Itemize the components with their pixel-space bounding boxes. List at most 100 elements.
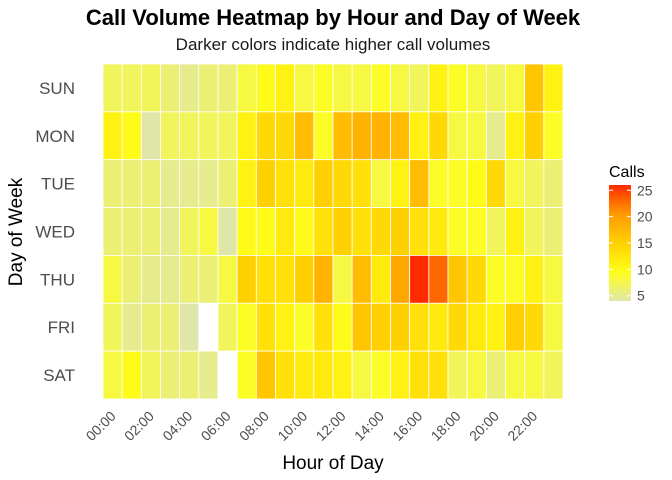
y-tick-label: FRI — [48, 318, 75, 337]
heatmap-cell — [466, 350, 487, 400]
heatmap-cell — [524, 111, 545, 161]
heatmap-cell — [236, 350, 257, 400]
heatmap-cell — [351, 255, 372, 304]
heatmap-cell — [217, 63, 238, 113]
heatmap-cell — [447, 255, 468, 304]
y-tick-label: TUE — [41, 175, 75, 194]
heatmap-cell — [140, 111, 161, 161]
heatmap-cell — [160, 111, 181, 161]
y-tick-label: SAT — [43, 366, 75, 385]
heatmap-cell — [179, 255, 200, 304]
heatmap-cell — [102, 63, 123, 113]
heatmap-cell — [447, 207, 468, 256]
heatmap-cell — [275, 255, 296, 304]
heatmap-cell — [447, 350, 468, 400]
chart-title: Call Volume Heatmap by Hour and Day of W… — [86, 5, 581, 30]
heatmap-cell — [390, 350, 411, 400]
heatmap-cell — [485, 111, 506, 161]
heatmap-cell — [447, 159, 468, 208]
heatmap-cell — [217, 159, 238, 208]
heatmap-cell — [332, 255, 353, 304]
heatmap-cell — [505, 350, 526, 400]
x-tick-label: 18:00 — [428, 408, 464, 444]
heatmap-cell — [160, 350, 181, 400]
heatmap-cell — [179, 350, 200, 400]
heatmap-cell — [332, 159, 353, 208]
legend-title: Calls — [609, 164, 645, 181]
heatmap-cell — [485, 302, 506, 352]
heatmap-cell — [294, 302, 315, 352]
heatmap-cell — [466, 63, 487, 113]
x-tick-labels: 00:00 02:00 04:00 06:00 08:00 10:00 12:00 14:00… — [83, 408, 541, 444]
heatmap-cell — [217, 302, 238, 352]
x-axis-title: Hour of Day — [282, 453, 384, 474]
heatmap-cell — [485, 350, 506, 400]
heatmap-cell — [505, 302, 526, 352]
heatmap-cell — [217, 207, 238, 256]
x-tick-label: 04:00 — [159, 408, 195, 444]
heatmap-cell — [543, 63, 564, 113]
heatmap-cell — [313, 63, 334, 113]
heatmap-cell — [543, 111, 564, 161]
heatmap-cell — [313, 159, 334, 208]
heatmap-cell — [217, 255, 238, 304]
x-tick-label: 06:00 — [198, 408, 234, 444]
heatmap-cell — [409, 255, 430, 304]
x-tick-label: 10:00 — [274, 408, 310, 444]
heatmap-cell — [428, 159, 449, 208]
heatmap-cell — [409, 302, 430, 352]
legend-tick-label: 5 — [637, 288, 645, 304]
heatmap-cell — [466, 159, 487, 208]
heatmap-cell — [179, 207, 200, 256]
heatmap-cell — [275, 350, 296, 400]
x-tick-label: 12:00 — [313, 408, 349, 444]
legend-tick-label: 25 — [637, 182, 653, 198]
heatmap-cell — [332, 207, 353, 256]
heatmap-cell — [294, 111, 315, 161]
heatmap-cell — [255, 111, 276, 161]
heatmap-cell — [275, 159, 296, 208]
heatmap-cell — [313, 207, 334, 256]
heatmap-cell — [543, 159, 564, 208]
heatmap-cell — [428, 207, 449, 256]
heatmap-cell — [524, 207, 545, 256]
heatmap-cell — [332, 302, 353, 352]
heatmap-cell — [255, 63, 276, 113]
heatmap-cell — [370, 63, 391, 113]
heatmap-cell — [140, 350, 161, 400]
heatmap-cell — [236, 63, 257, 113]
y-tick-label: MON — [35, 127, 75, 146]
heatmap-cell — [447, 63, 468, 113]
heatmap-cell — [351, 350, 372, 400]
legend-tick-label: 15 — [637, 235, 653, 251]
heatmap-cell — [160, 302, 181, 352]
heatmap-cell — [351, 159, 372, 208]
heatmap-cell — [217, 350, 238, 400]
heatmap-cell — [198, 63, 219, 113]
heatmap-cell — [313, 255, 334, 304]
heatmap-cell — [198, 350, 219, 400]
heatmap-cell — [255, 302, 276, 352]
heatmap-cell — [236, 255, 257, 304]
heatmap-cell — [198, 207, 219, 256]
heatmap-cell — [255, 159, 276, 208]
heatmap-cell — [524, 302, 545, 352]
heatmap-cell — [409, 111, 430, 161]
heatmap-cell — [121, 350, 142, 400]
heatmap-cell — [390, 302, 411, 352]
legend-tick-label: 10 — [637, 261, 653, 277]
heatmap-cell — [255, 255, 276, 304]
y-axis-title: Day of Week — [6, 177, 27, 286]
heatmap-cell — [121, 207, 142, 256]
legend-ticks: 5 10 15 20 25 — [609, 182, 653, 304]
heatmap-cell — [351, 111, 372, 161]
heatmap-cell — [217, 111, 238, 161]
heatmap-cell — [505, 159, 526, 208]
heatmap-cell — [255, 207, 276, 256]
heatmap-cell — [140, 302, 161, 352]
heatmap-cell — [390, 63, 411, 113]
heatmap-cell — [409, 159, 430, 208]
heatmap-cell — [466, 207, 487, 256]
heatmap-cell — [313, 302, 334, 352]
heatmap-cell — [198, 159, 219, 208]
